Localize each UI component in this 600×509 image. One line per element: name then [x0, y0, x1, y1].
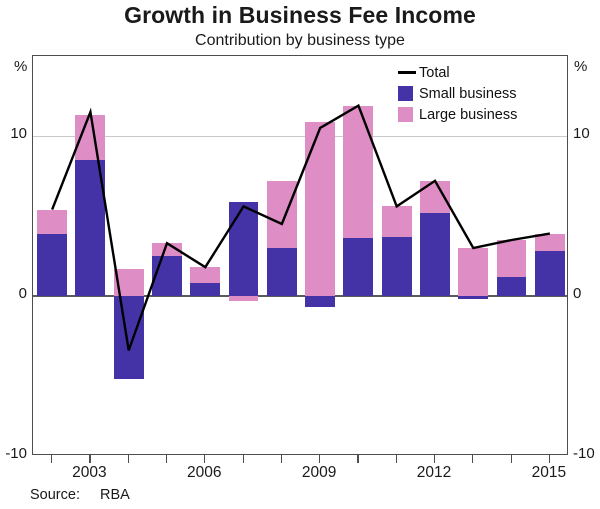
x-tick-2014	[510, 455, 512, 463]
plot-area	[32, 55, 568, 455]
bar-segment-large-business	[381, 206, 412, 237]
x-tick-label-2003: 2003	[72, 464, 107, 481]
gridline-10	[33, 136, 567, 137]
x-tick-2008	[280, 455, 283, 463]
x-tick-2010	[357, 455, 359, 463]
bar-segment-large-business	[37, 209, 68, 234]
bar-2011	[381, 56, 412, 454]
bar-segment-small-business	[113, 296, 144, 380]
x-tick-label-2006: 2006	[187, 464, 222, 481]
legend-label: Small business	[419, 85, 517, 102]
chart-title: Growth in Business Fee Income	[124, 2, 476, 28]
legend-line-icon	[398, 70, 416, 75]
legend-item-large-business: Large business	[398, 104, 517, 125]
legend-item-small-business: Small business	[398, 83, 517, 104]
chart-subtitle: Contribution by business type	[195, 32, 405, 49]
bar-segment-large-business	[228, 296, 259, 301]
bar-2003	[75, 56, 106, 454]
y-tick-label-left-0: 0	[18, 285, 27, 302]
legend-swatch-icon	[398, 86, 413, 101]
x-tick-2012	[434, 455, 436, 463]
bar-segment-small-business	[458, 296, 489, 300]
y-axis-unit-left: %	[14, 58, 28, 75]
bar-segment-small-business	[496, 276, 527, 296]
legend-swatch-icon	[398, 107, 413, 122]
bar-2007	[228, 56, 259, 454]
total-line-series	[51, 103, 551, 351]
bar-segment-small-business	[152, 256, 182, 296]
bar-segment-large-business	[152, 243, 182, 256]
total-line-path	[51, 103, 551, 351]
bar-2002	[37, 56, 68, 454]
x-tick-2004	[127, 455, 129, 463]
bar-segment-small-business	[305, 296, 336, 308]
bar-segment-small-business	[266, 248, 297, 296]
bar-2014	[496, 56, 527, 454]
bar-segment-large-business	[534, 233, 565, 252]
y-tick-label-right-0: 0	[573, 285, 582, 302]
bar-segment-small-business	[420, 212, 450, 296]
bar-segment-small-business	[75, 160, 106, 296]
y-tick-label-left--10: -10	[5, 445, 27, 462]
y-tick-label-right--10: -10	[573, 445, 595, 462]
plot-inner	[33, 56, 567, 454]
bar-2008	[266, 56, 297, 454]
bar-2013	[458, 56, 489, 454]
x-tick-2009	[319, 455, 321, 463]
x-tick-2013	[472, 455, 474, 463]
bar-segment-small-business	[37, 233, 68, 296]
legend-item-total: Total	[398, 62, 517, 83]
x-tick-2006	[204, 455, 206, 463]
x-tick-label-2012: 2012	[416, 464, 452, 481]
bar-segment-large-business	[343, 105, 374, 239]
zero-line	[33, 295, 567, 297]
bar-segment-large-business	[190, 267, 221, 284]
bar-2015	[534, 56, 565, 454]
x-tick-label-2009: 2009	[301, 464, 337, 481]
bar-segment-small-business	[190, 283, 221, 296]
bar-segment-small-business	[534, 251, 565, 296]
x-tick-label-2015: 2015	[531, 464, 567, 481]
x-tick-2007	[242, 455, 244, 463]
x-tick-2002	[51, 455, 53, 463]
source-value: RBA	[99, 487, 130, 503]
x-tick-2011	[395, 455, 397, 463]
x-tick-2005	[166, 455, 168, 463]
y-tick-label-right-10: 10	[573, 125, 590, 142]
bar-2005	[152, 56, 182, 454]
bar-2006	[190, 56, 221, 454]
bar-segment-small-business	[381, 236, 412, 296]
bar-2004	[113, 56, 144, 454]
bar-segment-small-business	[228, 201, 259, 296]
legend-label: Total	[419, 64, 450, 81]
y-axis-unit-right: %	[574, 58, 588, 75]
bar-segment-large-business	[496, 240, 527, 277]
x-tick-2015	[548, 455, 551, 463]
x-tick-2003	[89, 455, 91, 463]
bar-2010	[343, 56, 374, 454]
bar-segment-large-business	[266, 180, 297, 248]
legend-label: Large business	[419, 106, 518, 123]
source-label: Source:	[30, 487, 80, 503]
source-note: Source: RBA	[30, 487, 130, 503]
y-tick-label-left-10: 10	[10, 125, 27, 142]
bar-segment-large-business	[458, 248, 489, 296]
bar-segment-small-business	[343, 238, 374, 296]
chart-legend: Total Small business Large business	[398, 62, 517, 125]
